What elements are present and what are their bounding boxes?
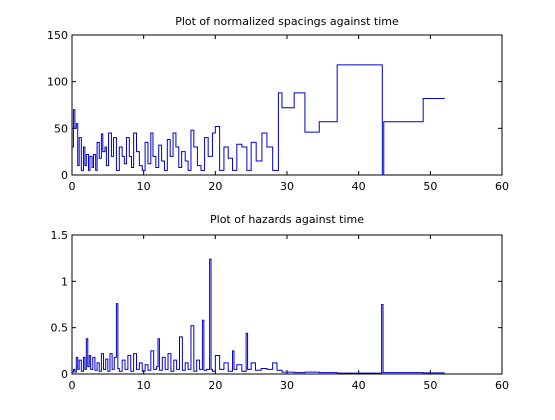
x-tick-label: 60 [495, 379, 509, 392]
x-tick-label: 50 [423, 180, 437, 193]
x-tick-label: 10 [137, 180, 151, 193]
axes-box [71, 234, 503, 375]
x-tick-label: 10 [137, 379, 151, 392]
y-tick-label: 50 [54, 122, 68, 135]
y-tick-label: 0 [61, 368, 68, 381]
y-tick-label: 0 [61, 169, 68, 182]
x-tick-label: 40 [352, 180, 366, 193]
x-tick-label: 30 [280, 379, 294, 392]
axes-box [71, 34, 503, 176]
data-series-line [72, 258, 445, 374]
chart-title: Plot of hazards against time [210, 213, 364, 226]
x-tick-label: 20 [208, 379, 222, 392]
x-tick-label: 60 [495, 180, 509, 193]
chart-normalized-spacings: Plot of normalized spacings against time… [47, 15, 509, 193]
x-tick-label: 30 [280, 180, 294, 193]
y-tick-label: 100 [47, 76, 68, 89]
x-tick-label: 20 [208, 180, 222, 193]
x-tick-label: 0 [69, 180, 76, 193]
x-tick-label: 40 [352, 379, 366, 392]
data-series-line [72, 64, 445, 176]
chart-title: Plot of normalized spacings against time [175, 15, 399, 28]
y-tick-label: 1 [61, 275, 68, 288]
x-tick-label: 50 [423, 379, 437, 392]
y-tick-label: 1.5 [51, 229, 69, 242]
y-tick-label: 0.5 [51, 322, 69, 335]
y-tick-label: 150 [47, 29, 68, 42]
x-tick-label: 0 [69, 379, 76, 392]
